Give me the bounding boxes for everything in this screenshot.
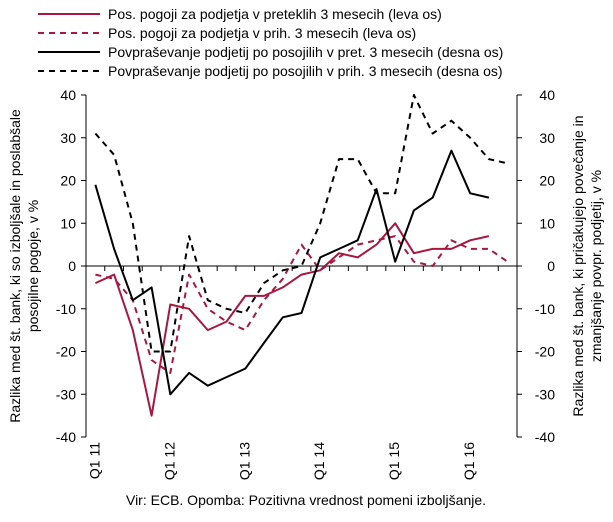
x-tick-label: Q1 11: [86, 442, 102, 479]
axes: -40 -40 -30 -30 -20 -20 -10 -10 0 0 10 10 20 20 30 30 40…: [56, 87, 555, 480]
y-tick-label-right: 20: [539, 173, 555, 189]
series-line-1: [94, 222, 490, 417]
legend-label-2: Pos. pogoji za podjetja v prih. 3 meseci…: [108, 25, 416, 41]
y-tick-label-left: 40: [60, 87, 76, 103]
y-axis-title-right-line2: zmanjšanje povpr. podjetij, v %: [588, 170, 604, 362]
y-tick-label-right: -30: [535, 386, 555, 402]
y-tick-label-left: 30: [60, 130, 76, 146]
x-tick-label: Q1 13: [236, 442, 252, 480]
y-tick-label-right: 10: [539, 215, 555, 231]
legend-label-1: Pos. pogoji za podjetja v preteklih 3 me…: [108, 6, 442, 22]
y-axis-title-left-line2: posojilne pogoje, v %: [25, 200, 41, 332]
y-axis-title-right: Razlika med št. bank, ki pričakujejo pov…: [570, 115, 604, 416]
x-tick-label: Q1 15: [386, 442, 402, 480]
y-tick-label-left: 0: [68, 258, 76, 274]
y-tick-label-left: 10: [60, 215, 76, 231]
y-tick-label-right: 30: [539, 130, 555, 146]
y-tick-label-left: -10: [56, 301, 76, 317]
legend-label-4: Povpraševanje podjetij po posojilih v pr…: [108, 63, 503, 79]
y-tick-label-right: -40: [535, 429, 555, 445]
series-line-3: [94, 149, 490, 396]
x-tick-label: Q1 14: [311, 442, 327, 480]
y-tick-label-right: -10: [535, 301, 555, 317]
y-tick-label-right: 0: [547, 258, 555, 274]
y-tick-label-left: -30: [56, 386, 76, 402]
series-layer: [94, 94, 509, 417]
source-note: Vir: ECB. Opomba: Pozitivna vrednost pom…: [126, 492, 486, 508]
series-line-2: [95, 235, 509, 374]
y-axis-title-left: Razlika med št. bank, ki so izboljšale i…: [7, 109, 41, 423]
y-axis-title-right-line1: Razlika med št. bank, ki pričakujejo pov…: [570, 115, 586, 416]
legend: Pos. pogoji za podjetja v preteklih 3 me…: [38, 6, 503, 79]
x-tick-label: Q1 16: [461, 442, 477, 480]
y-tick-label-left: -20: [56, 344, 76, 360]
y-tick-label-right: -20: [535, 344, 555, 360]
legend-label-3: Povpraševanje podjetij po posojilih v pr…: [108, 44, 503, 60]
x-tick-label: Q1 12: [161, 442, 177, 480]
y-tick-label-right: 40: [539, 87, 555, 103]
y-tick-label-left: -40: [56, 429, 76, 445]
y-axis-title-left-line1: Razlika med št. bank, ki so izboljšale i…: [7, 109, 23, 423]
y-tick-label-left: 20: [60, 173, 76, 189]
